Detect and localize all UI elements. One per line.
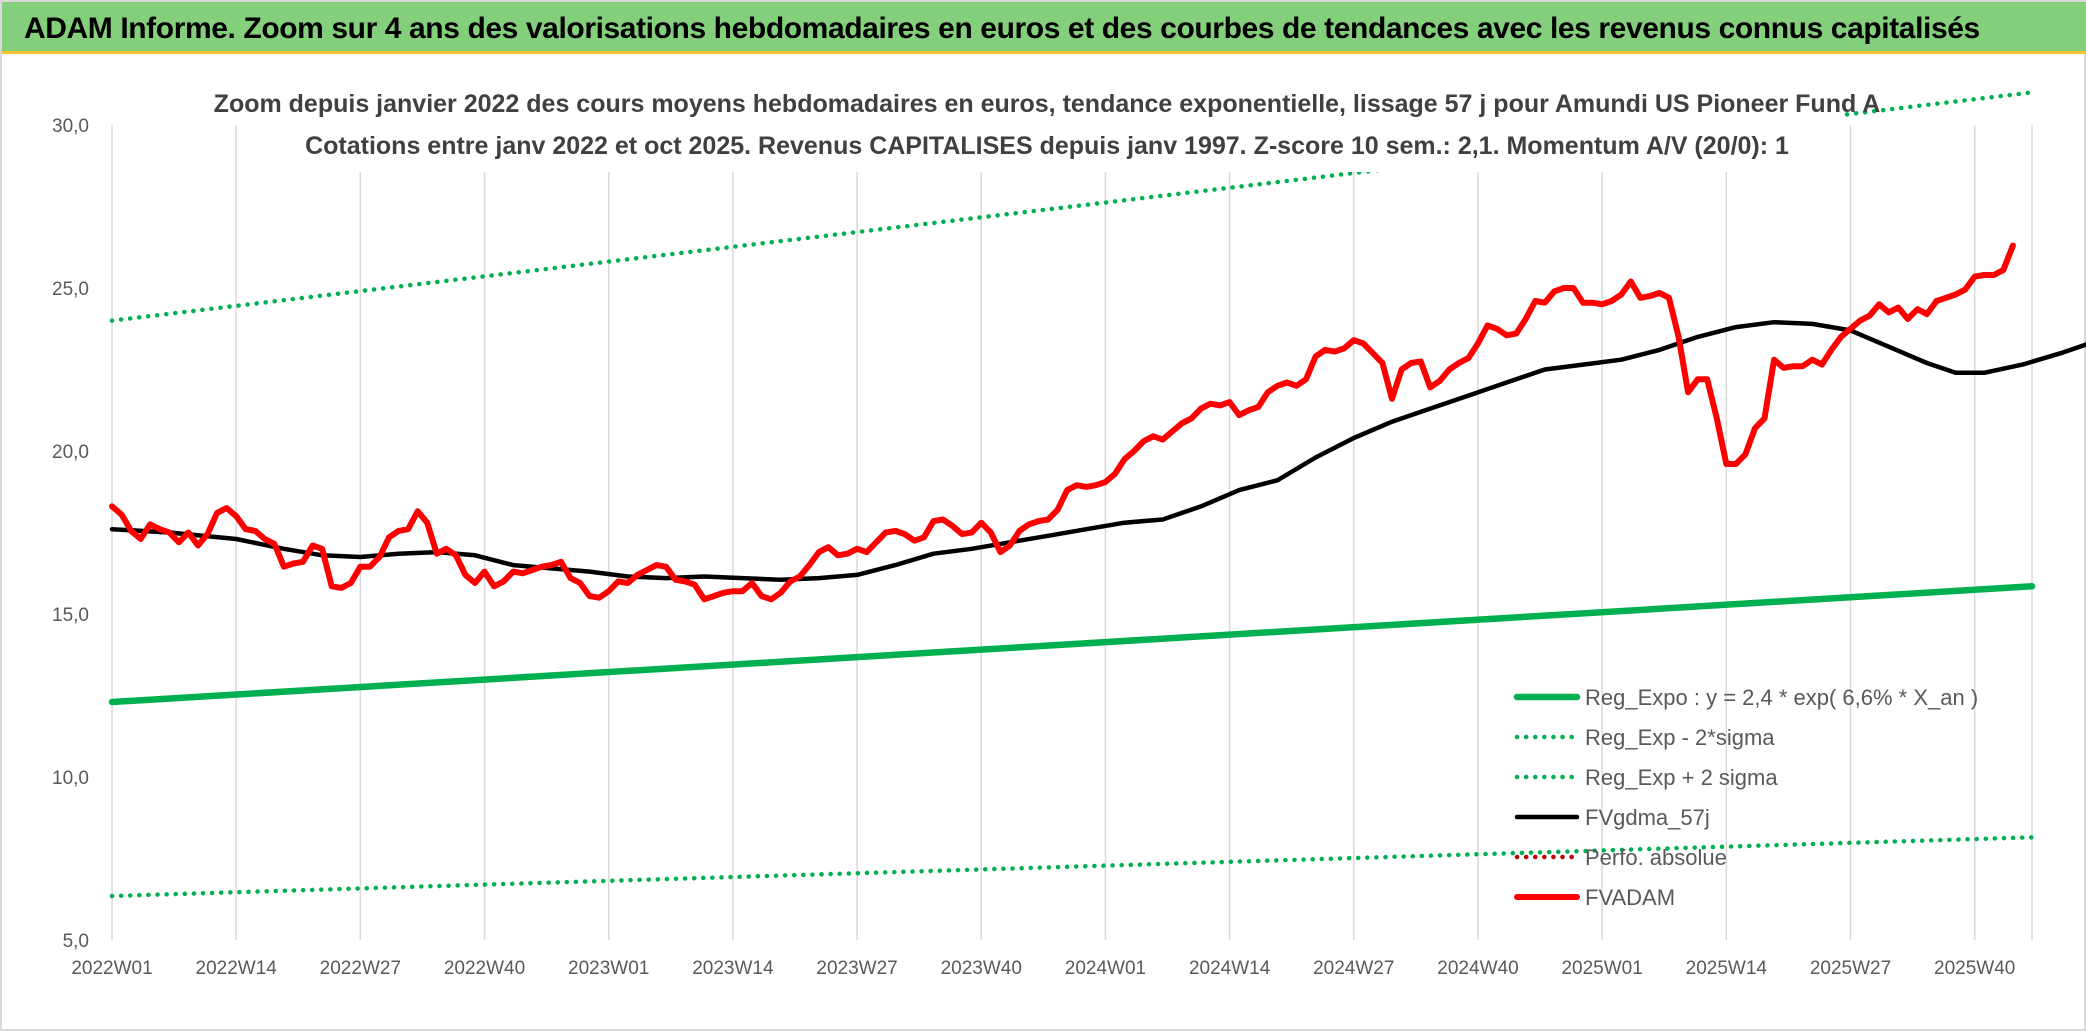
y-tick-label: 10,0 [52,768,89,789]
x-tick-label: 2024W01 [1065,958,1146,979]
report-banner: ADAM Informe. Zoom sur 4 ans des valoris… [2,2,2086,54]
grid-lines [111,125,2033,940]
x-tick-label: 2023W40 [941,958,1022,979]
y-tick-label: 20,0 [52,442,89,463]
legend-label: FVgdma_57j [1585,805,1710,830]
series-line-reg-exp-2-sigma [109,835,2035,899]
x-tick-label: 2022W40 [444,958,525,979]
x-tick-label: 2025W40 [1934,958,2015,979]
series-lines [108,90,2086,899]
chart-title: Zoom depuis janvier 2022 des cours moyen… [214,90,1881,118]
y-tick-label: 30,0 [52,116,89,137]
x-tick-label: 2023W01 [568,958,649,979]
x-tick-label: 2022W27 [320,958,401,979]
chart-titles: Zoom depuis janvier 2022 des cours moyen… [214,80,1881,172]
legend-label: Perfo. absolue [1585,845,1727,870]
chart-subtitle: Cotations entre janv 2022 et oct 2025. R… [305,132,1789,160]
x-tick-label: 2024W27 [1313,958,1394,979]
report-title: ADAM Informe. Zoom sur 4 ans des valoris… [24,12,1980,45]
x-tick-label: 2024W14 [1189,958,1271,979]
legend: Reg_Expo : y = 2,4 * exp( 6,6% * X_an ) R… [1513,685,1978,910]
legend-label: FVADAM [1585,885,1675,910]
legend-label: Reg_Exp - 2*sigma [1585,725,1775,750]
x-tick-label: 2025W01 [1561,958,1642,979]
x-tick-label: 2022W01 [71,958,152,979]
legend-label: Reg_Exp + 2 sigma [1585,765,1778,790]
y-tick-label: 25,0 [52,279,89,300]
x-axis: 2022W01 2022W14 2022W27 2022W40 2023W01 2023W… [71,958,2015,979]
x-tick-label: 2022W14 [196,958,278,979]
x-tick-label: 2025W27 [1810,958,1891,979]
y-tick-label: 5,0 [63,931,89,952]
x-tick-label: 2024W40 [1437,958,1518,979]
y-tick-label: 15,0 [52,605,89,626]
title-background [252,80,1842,172]
x-tick-label: 2023W27 [816,958,897,979]
series-line-fvgdma-57j [109,319,2086,583]
y-axis: 5,0 10,0 15,0 20,0 25,0 30,0 [52,116,89,952]
series-line-fvadam [109,242,2016,603]
x-tick-label: 2025W14 [1686,958,1768,979]
x-tick-label: 2023W14 [692,958,774,979]
series-line-reg-expo-y-2-4-exp-6-6-x-an [108,583,2036,706]
legend-label: Reg_Expo : y = 2,4 * exp( 6,6% * X_an ) [1585,685,1978,710]
